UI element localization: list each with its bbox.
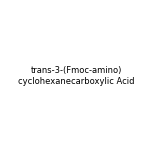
Text: trans-3-(Fmoc-amino)
cyclohexanecarboxylic Acid: trans-3-(Fmoc-amino) cyclohexanecarboxyl… (18, 66, 134, 86)
